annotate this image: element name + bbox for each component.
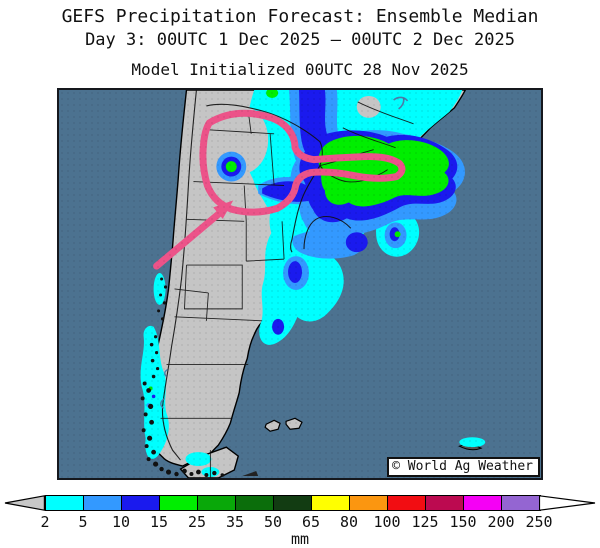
model-init-line: Model Initialized 00UTC 28 Nov 2025 bbox=[131, 60, 469, 79]
legend-tick-label: 5 bbox=[78, 513, 88, 531]
legend-tick-label: 2 bbox=[40, 513, 50, 531]
legend-tick-label: 15 bbox=[149, 513, 169, 531]
lake-glyphs bbox=[160, 368, 168, 409]
legend-tick-label: 100 bbox=[373, 513, 401, 531]
legend-unit-label: mm bbox=[290, 530, 310, 548]
legend-color-scale bbox=[45, 495, 541, 511]
legend-right-arrow-cap bbox=[539, 495, 596, 511]
legend-color-segment bbox=[122, 496, 160, 510]
precip-scale-legend: 2 5 10 15 25 35 50 65 80 100 125 150 200… bbox=[0, 495, 600, 548]
legend-color-segment bbox=[350, 496, 388, 510]
legend-tick-label: 50 bbox=[263, 513, 283, 531]
legend-color-segment bbox=[502, 496, 540, 510]
legend-color-segment bbox=[160, 496, 198, 510]
river-glyph bbox=[393, 96, 409, 110]
legend-color-segment bbox=[464, 496, 502, 510]
legend-left-arrow-cap bbox=[4, 495, 45, 511]
page-title: GEFS Precipitation Forecast: Ensemble Me… bbox=[61, 6, 539, 27]
annotation-highlight-loop bbox=[199, 109, 406, 216]
legend-tick-label: 200 bbox=[487, 513, 515, 531]
legend-color-segment bbox=[274, 496, 312, 510]
forecast-period-subtitle: Day 3: 00UTC 1 Dec 2025 – 00UTC 2 Dec 20… bbox=[85, 30, 515, 50]
legend-color-segment bbox=[46, 496, 84, 510]
precipitation-layer bbox=[140, 90, 486, 478]
falkland-islands bbox=[264, 417, 303, 432]
legend-color-segment bbox=[388, 496, 426, 510]
legend-tick-label: 25 bbox=[187, 513, 207, 531]
legend-tick-label: 250 bbox=[525, 513, 553, 531]
legend-tick-label: 65 bbox=[301, 513, 321, 531]
legend-color-segment bbox=[84, 496, 122, 510]
fjord-islands bbox=[140, 277, 225, 478]
legend-color-segment bbox=[426, 496, 464, 510]
legend-tick-label: 10 bbox=[111, 513, 131, 531]
watermark-credit: © World Ag Weather bbox=[387, 457, 540, 477]
annotation-arrow bbox=[153, 200, 234, 270]
legend-color-segment bbox=[312, 496, 350, 510]
precipitation-map: © World Ag Weather bbox=[57, 88, 543, 480]
map-graphic bbox=[59, 90, 541, 478]
legend-tick-label: 150 bbox=[449, 513, 477, 531]
legend-tick-label: 35 bbox=[225, 513, 245, 531]
legend-color-segment bbox=[198, 496, 236, 510]
legend-tick-label: 80 bbox=[339, 513, 359, 531]
legend-color-segment bbox=[236, 496, 274, 510]
legend-tick-label: 125 bbox=[411, 513, 439, 531]
